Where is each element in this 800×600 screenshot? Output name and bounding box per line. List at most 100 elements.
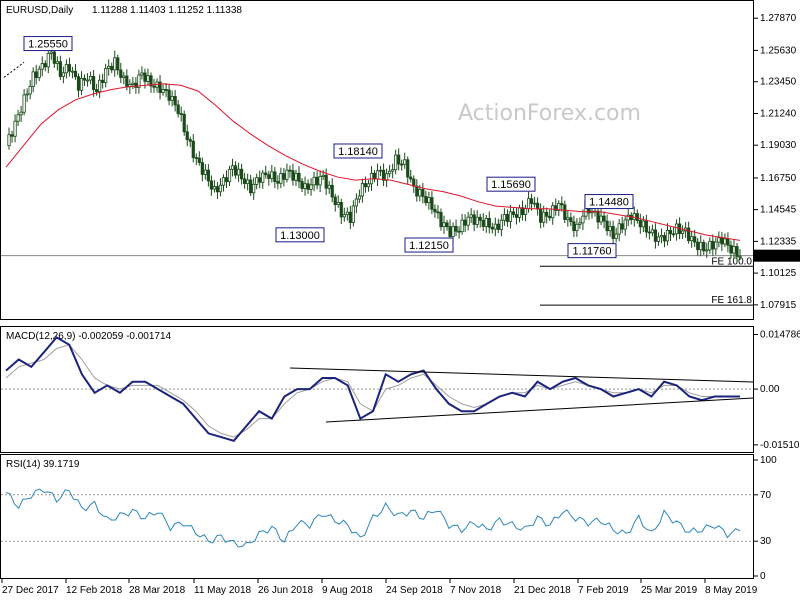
swing-label: 1.13000	[280, 230, 320, 242]
price-tick-label: 1.27870	[760, 13, 797, 24]
candle-body	[448, 226, 452, 237]
candle-body	[267, 174, 271, 179]
candle-body	[240, 168, 244, 180]
candle-body	[288, 169, 292, 172]
candle-body	[560, 203, 564, 206]
candle-body	[533, 202, 537, 205]
candle-body	[493, 223, 497, 230]
candle-body	[635, 213, 639, 221]
candle-body	[608, 226, 612, 232]
candle-body	[212, 186, 217, 190]
candle-body	[566, 217, 570, 220]
candle-body	[539, 208, 543, 223]
macd-axis: 0.014786 0.00 -0.015107	[1, 329, 800, 451]
swing-label-box	[584, 194, 634, 210]
candle-body	[67, 64, 72, 72]
candle-body	[333, 196, 337, 206]
candle-body	[611, 226, 615, 239]
candle-body	[357, 195, 362, 200]
candle-body	[668, 229, 673, 235]
swing-label: 1.11760	[573, 246, 612, 258]
candle-body	[617, 223, 621, 235]
candle-body	[122, 75, 126, 78]
candle-body	[206, 169, 210, 182]
candle-body	[22, 94, 26, 113]
candle-body	[28, 86, 32, 95]
swing-label-box	[567, 243, 617, 259]
price-tick-label: 1.07915	[760, 300, 797, 311]
candle-body	[179, 113, 183, 115]
candle-body	[717, 237, 721, 243]
candle-body	[647, 231, 651, 234]
candle-body	[372, 172, 377, 180]
candle-body	[224, 177, 229, 183]
candle-body	[475, 216, 479, 225]
candle-body	[58, 61, 62, 77]
candle-body	[478, 216, 482, 221]
candle-body	[173, 96, 177, 106]
candle-body	[511, 211, 516, 215]
candle-body	[282, 173, 286, 180]
price-tick-label: 1.14545	[760, 205, 797, 216]
candle-body	[34, 71, 38, 78]
candle-body	[644, 220, 648, 233]
candle-body	[705, 249, 709, 252]
candle-body	[460, 219, 464, 233]
swing-label-box	[23, 36, 73, 52]
candle-body	[312, 176, 316, 186]
candle-body	[297, 172, 301, 182]
watermark: ActionForex.com	[458, 101, 641, 126]
candle-body	[345, 211, 349, 216]
rsi-tick-label: 0	[760, 571, 766, 582]
candle-body	[170, 96, 174, 101]
candle-body	[143, 72, 147, 82]
macd-upper-trendline	[289, 367, 754, 383]
candle-body	[490, 226, 494, 230]
candle-body	[626, 214, 630, 221]
candle-body	[261, 172, 265, 183]
candle-body	[551, 205, 555, 219]
candle-body	[433, 208, 437, 213]
candle-body	[79, 77, 84, 91]
candle-body	[7, 134, 11, 147]
candle-body	[230, 165, 235, 170]
candle-body	[496, 223, 500, 230]
candle-body	[596, 210, 600, 223]
candle-body	[463, 219, 467, 226]
candle-body	[152, 85, 156, 88]
candle-body	[581, 215, 585, 224]
candle-body	[25, 93, 29, 96]
candle-body	[197, 157, 201, 163]
candle-body	[523, 208, 528, 215]
date-tick-label: 28 Mar 2018	[129, 585, 186, 596]
fe-level-label: FE 161.8	[711, 295, 752, 306]
candle-body	[614, 233, 618, 239]
date-tick-label: 21 Dec 2018	[514, 585, 571, 596]
candle-body	[104, 68, 108, 83]
candle-body	[342, 214, 346, 218]
candle-body	[451, 225, 455, 237]
candle-body	[388, 170, 392, 175]
candle-body	[95, 89, 99, 93]
price-tick-label: 1.25630	[760, 45, 797, 56]
candle-body	[620, 223, 624, 230]
trend-dotted-line	[3, 61, 25, 78]
candle-body	[116, 57, 120, 71]
candle-body	[37, 68, 41, 78]
candle-body	[632, 213, 636, 220]
candle-body	[454, 225, 458, 232]
candle-body	[738, 255, 742, 258]
candle-body	[572, 221, 576, 232]
candle-body	[300, 180, 304, 189]
candle-body	[708, 240, 712, 251]
candle-body	[236, 168, 241, 176]
candle-body	[403, 159, 407, 165]
candle-body	[249, 179, 253, 194]
price-tick-label: 1.16750	[760, 173, 797, 184]
date-tick-label: 9 Aug 2018	[322, 585, 373, 596]
candle-body	[545, 211, 549, 217]
macd-tick-label: 0.014786	[760, 329, 800, 340]
candle-body	[306, 183, 310, 190]
candle-body	[430, 197, 434, 210]
candle-body	[91, 76, 96, 91]
